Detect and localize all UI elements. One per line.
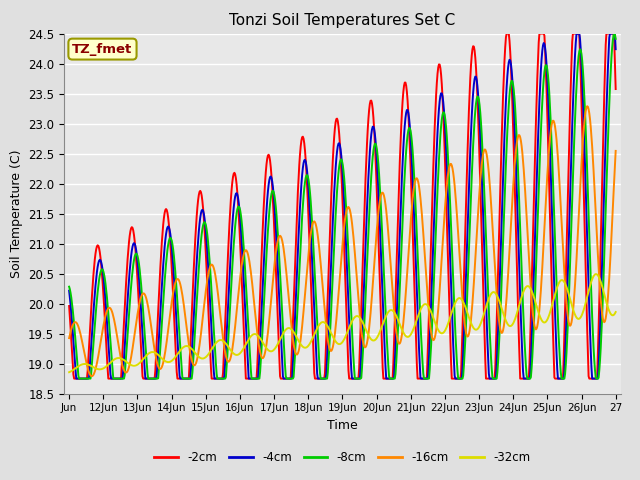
Text: TZ_fmet: TZ_fmet (72, 43, 132, 56)
Title: Tonzi Soil Temperatures Set C: Tonzi Soil Temperatures Set C (229, 13, 456, 28)
Legend: -2cm, -4cm, -8cm, -16cm, -32cm: -2cm, -4cm, -8cm, -16cm, -32cm (150, 446, 535, 469)
Y-axis label: Soil Temperature (C): Soil Temperature (C) (10, 149, 22, 278)
X-axis label: Time: Time (327, 419, 358, 432)
